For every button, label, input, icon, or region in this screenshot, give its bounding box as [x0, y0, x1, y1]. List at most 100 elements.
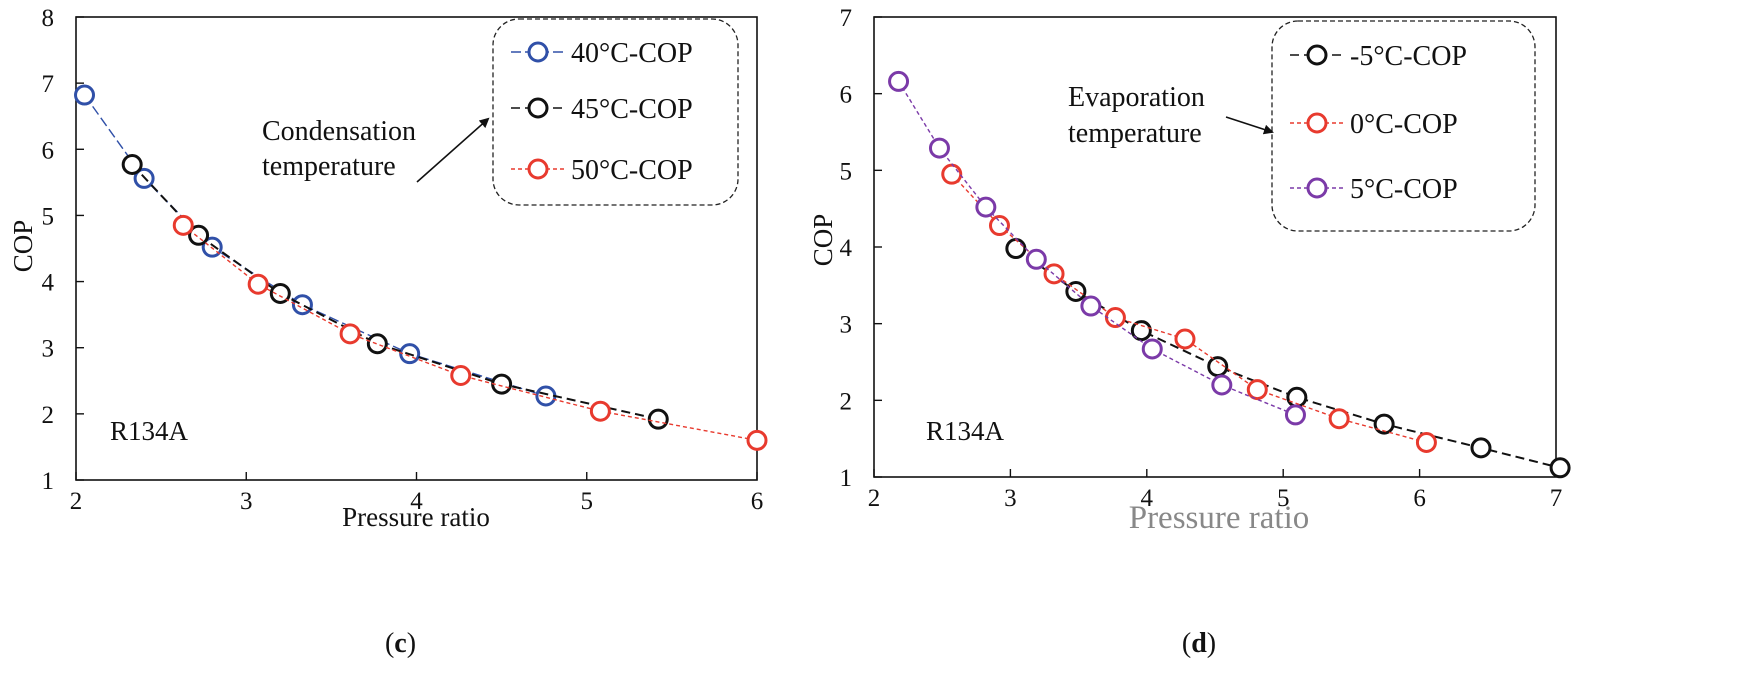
annotation-text: temperature: [1068, 118, 1202, 149]
y-tick-label: 7: [42, 71, 55, 98]
data-point: [1470, 437, 1492, 459]
panel-label-letter: d: [1191, 628, 1207, 659]
panel-label-open: (: [1182, 628, 1191, 659]
series-2: [888, 70, 1306, 426]
data-point: [172, 214, 194, 236]
y-axis-label: COP: [8, 220, 38, 273]
legend-box: [492, 18, 739, 206]
x-tick-label: 5: [1277, 485, 1290, 512]
data-point: [339, 323, 361, 345]
x-axis-label: Pressure ratio: [342, 502, 490, 532]
data-point: [1130, 320, 1152, 342]
panel-label-close: ): [407, 628, 416, 659]
data-point: [269, 282, 291, 304]
data-point: [450, 364, 472, 386]
data-point: [647, 408, 669, 430]
y-tick-label: 4: [42, 270, 55, 297]
annotation-text: Evaporation: [1068, 82, 1205, 113]
panel-label-close: ): [1207, 628, 1216, 659]
data-point: [1246, 379, 1268, 401]
x-tick-label: 6: [1413, 485, 1426, 512]
data-point: [1549, 457, 1571, 479]
data-point: [1415, 432, 1437, 453]
series-line: [131, 163, 659, 421]
x-axis-label: Pressure ratio: [1129, 500, 1310, 536]
data-point: [247, 273, 269, 295]
legend-label: 40°C-COP: [571, 38, 693, 69]
y-tick-label: 6: [840, 82, 853, 109]
data-point: [121, 153, 143, 175]
y-tick-label: 7: [840, 5, 853, 32]
data-point: [1211, 374, 1233, 396]
y-tick-label: 3: [42, 336, 55, 363]
data-point: [1284, 404, 1306, 426]
data-point: [1373, 413, 1395, 435]
data-point: [1080, 295, 1102, 317]
data-point: [1025, 248, 1047, 270]
data-point: [1005, 238, 1027, 260]
y-tick-label: 5: [840, 158, 853, 185]
annotation-text: Condensation: [262, 116, 416, 147]
data-point: [1141, 338, 1163, 360]
data-point: [988, 215, 1010, 237]
data-point: [746, 429, 768, 451]
series-line: [182, 224, 758, 441]
data-point: [366, 333, 388, 355]
panel-label: (c): [385, 628, 416, 659]
data-point: [74, 84, 96, 106]
series-1: [941, 163, 1437, 453]
panel-label-letter: c: [394, 628, 406, 659]
y-tick-label: 2: [42, 402, 55, 429]
data-point: [1174, 328, 1196, 350]
y-tick-label: 1: [840, 465, 853, 492]
series-1: [121, 153, 669, 430]
data-point: [1104, 307, 1126, 329]
data-point: [291, 294, 313, 316]
legend: -5°C-COP 0°C-COP 5°C-COP: [1271, 20, 1536, 232]
data-point: [928, 137, 950, 159]
y-tick-label: 5: [42, 203, 55, 230]
legend-marker: [527, 158, 549, 180]
y-tick-label: 8: [42, 5, 55, 32]
series-2: [172, 214, 768, 451]
data-point: [188, 224, 210, 246]
x-tick-label: 3: [1004, 485, 1017, 512]
legend: 40°C-COP 45°C-COP 50°C-COP: [492, 18, 739, 206]
legend-label: -5°C-COP: [1350, 41, 1467, 72]
x-tick-label: 2: [70, 488, 83, 515]
x-tick-label: 3: [240, 488, 253, 515]
legend-marker: [1306, 44, 1328, 66]
legend-marker: [1306, 177, 1328, 199]
legend-marker: [527, 97, 549, 119]
series-line: [1015, 247, 1561, 469]
data-point: [888, 70, 910, 92]
legend-marker: [527, 41, 549, 63]
x-tick-label: 4: [1141, 485, 1154, 512]
x-tick-label: 5: [581, 488, 594, 515]
data-point: [589, 400, 611, 422]
legend-label: 45°C-COP: [571, 94, 693, 125]
x-tick-label: 2: [868, 485, 881, 512]
legend-label: 50°C-COP: [571, 155, 693, 186]
series-line: [898, 81, 1296, 416]
legend-marker: [1306, 112, 1328, 134]
data-point: [1328, 408, 1350, 430]
x-tick-label: 4: [410, 488, 423, 515]
y-tick-label: 6: [42, 137, 55, 164]
plot-frame: [873, 16, 1557, 478]
panel-label-open: (: [385, 628, 394, 659]
annotation-text: temperature: [262, 151, 396, 182]
annotation-arrow: [416, 117, 490, 183]
x-tick-label: 6: [751, 488, 764, 515]
y-tick-label: 4: [840, 235, 853, 262]
series-0: [1005, 238, 1571, 479]
data-point: [975, 196, 997, 218]
refrigerant-label: R134A: [110, 416, 189, 446]
y-axis-label: COP: [808, 214, 838, 267]
series-line: [951, 173, 1427, 444]
annotation-arrow: [1225, 116, 1274, 135]
data-point: [941, 163, 963, 185]
